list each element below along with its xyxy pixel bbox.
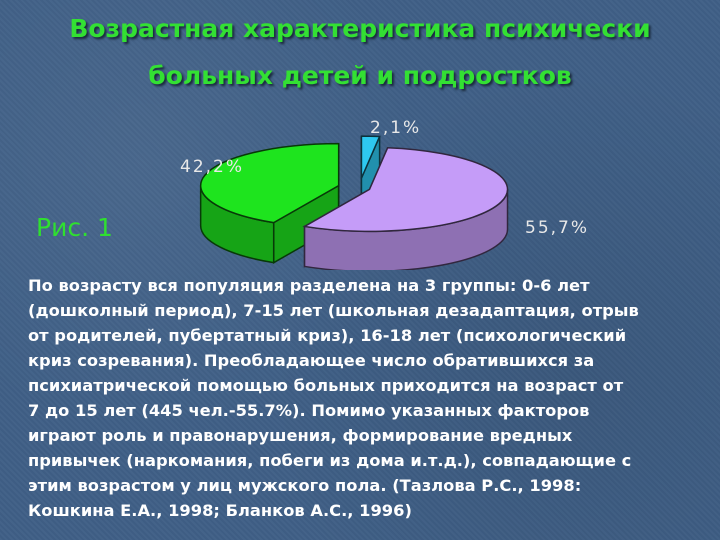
pie-slice: [302, 146, 509, 270]
slice-data-label: 2,1%: [370, 118, 421, 138]
body-line: 7 до 15 лет (445 чел.-55.7%). Помимо ука…: [28, 401, 590, 420]
pie-slice: [199, 142, 340, 264]
body-line: криз созревания). Преобладающее число об…: [28, 351, 595, 370]
slice-data-label: 42,2%: [180, 157, 244, 177]
pie-slice-top: [199, 142, 340, 224]
body-line: Кошкина Е.А., 1998; Бланков А.С., 1996): [28, 501, 412, 520]
pie-slice-top: [360, 135, 381, 179]
body-line: По возрасту вся популяция разделена на 3…: [28, 276, 590, 295]
slice-data-label: 55,7%: [525, 218, 589, 238]
body-line: психиатрической помощью больных приходит…: [28, 376, 624, 395]
slide-title-line-1: Возрастная характеристика психически: [69, 14, 651, 43]
body-line: от родителей, пубертатный криз), 16-18 л…: [28, 326, 627, 345]
slide-title-line-2: больных детей и подростков: [148, 61, 572, 90]
figure-label: Рис. 1: [36, 213, 113, 242]
body-line: (дошколный период), 7-15 лет (школьная д…: [28, 301, 639, 320]
body-line: этим возрастом у лиц мужского пола. (Таз…: [28, 476, 582, 495]
pie-slice-top: [302, 146, 509, 233]
body-line: привычек (наркомания, побеги из дома и.т…: [28, 451, 632, 470]
pie-chart: 2,1% 55,7% 42,2%: [180, 118, 589, 270]
body-line: играют роль и правонарушения, формирован…: [28, 426, 573, 445]
body-paragraph: По возрасту вся популяция разделена на 3…: [28, 273, 700, 523]
